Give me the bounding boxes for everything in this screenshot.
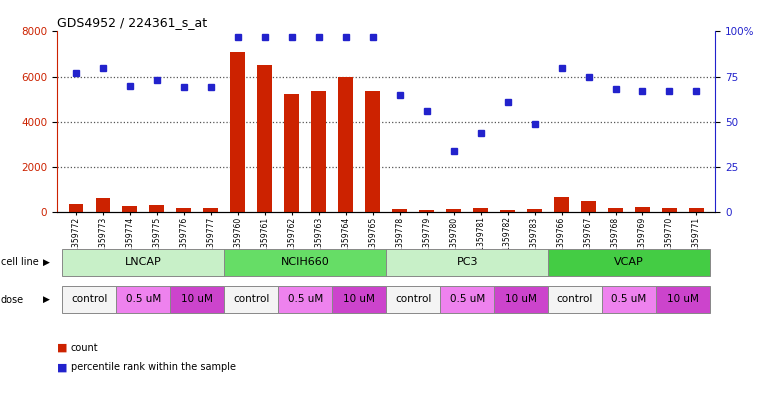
Text: ■: ■ — [57, 362, 68, 373]
Text: GDS4952 / 224361_s_at: GDS4952 / 224361_s_at — [57, 16, 207, 29]
Bar — [149, 206, 164, 212]
Bar — [500, 209, 515, 212]
Bar — [365, 91, 380, 212]
Bar — [177, 208, 191, 212]
Text: 0.5 uM: 0.5 uM — [288, 294, 323, 304]
Text: 0.5 uM: 0.5 uM — [126, 294, 161, 304]
Bar — [68, 204, 84, 212]
Text: ■: ■ — [57, 343, 68, 353]
Bar — [473, 208, 488, 212]
Bar — [446, 209, 461, 212]
Bar — [548, 286, 602, 313]
Text: VCAP: VCAP — [614, 257, 644, 267]
Text: NCIH660: NCIH660 — [281, 257, 330, 267]
Text: 10 uM: 10 uM — [343, 294, 375, 304]
Text: control: control — [233, 294, 269, 304]
Bar — [635, 208, 650, 212]
Text: ▶: ▶ — [43, 295, 49, 304]
Text: 10 uM: 10 uM — [181, 294, 213, 304]
Bar — [662, 208, 677, 212]
Bar — [203, 208, 218, 212]
Bar — [419, 210, 434, 212]
Bar — [231, 52, 245, 212]
Bar — [602, 286, 656, 313]
Bar — [527, 209, 542, 212]
Bar — [386, 286, 440, 313]
Bar — [656, 286, 710, 313]
Bar — [62, 249, 224, 275]
Text: 0.5 uM: 0.5 uM — [450, 294, 485, 304]
Bar — [224, 286, 279, 313]
Bar — [608, 208, 623, 212]
Bar — [333, 286, 386, 313]
Bar — [548, 249, 710, 275]
Text: 10 uM: 10 uM — [505, 294, 537, 304]
Bar — [440, 286, 494, 313]
Bar — [224, 249, 386, 275]
Text: ▶: ▶ — [43, 258, 49, 267]
Bar — [123, 206, 137, 212]
Bar — [257, 65, 272, 212]
Bar — [285, 94, 299, 212]
Bar — [62, 286, 116, 313]
Text: control: control — [395, 294, 431, 304]
Text: 0.5 uM: 0.5 uM — [611, 294, 647, 304]
Bar — [116, 286, 170, 313]
Bar — [392, 209, 407, 212]
Bar — [689, 208, 704, 212]
Text: dose: dose — [1, 295, 24, 305]
Text: LNCAP: LNCAP — [125, 257, 162, 267]
Bar — [170, 286, 224, 313]
Text: control: control — [557, 294, 594, 304]
Text: PC3: PC3 — [457, 257, 478, 267]
Bar — [494, 286, 548, 313]
Text: 10 uM: 10 uM — [667, 294, 699, 304]
Bar — [554, 197, 569, 212]
Text: control: control — [72, 294, 107, 304]
Bar — [339, 77, 353, 212]
Text: count: count — [71, 343, 98, 353]
Bar — [96, 198, 110, 212]
Bar — [279, 286, 333, 313]
Text: cell line: cell line — [1, 257, 39, 267]
Bar — [386, 249, 548, 275]
Bar — [581, 201, 596, 212]
Bar — [311, 91, 326, 212]
Text: percentile rank within the sample: percentile rank within the sample — [71, 362, 236, 373]
